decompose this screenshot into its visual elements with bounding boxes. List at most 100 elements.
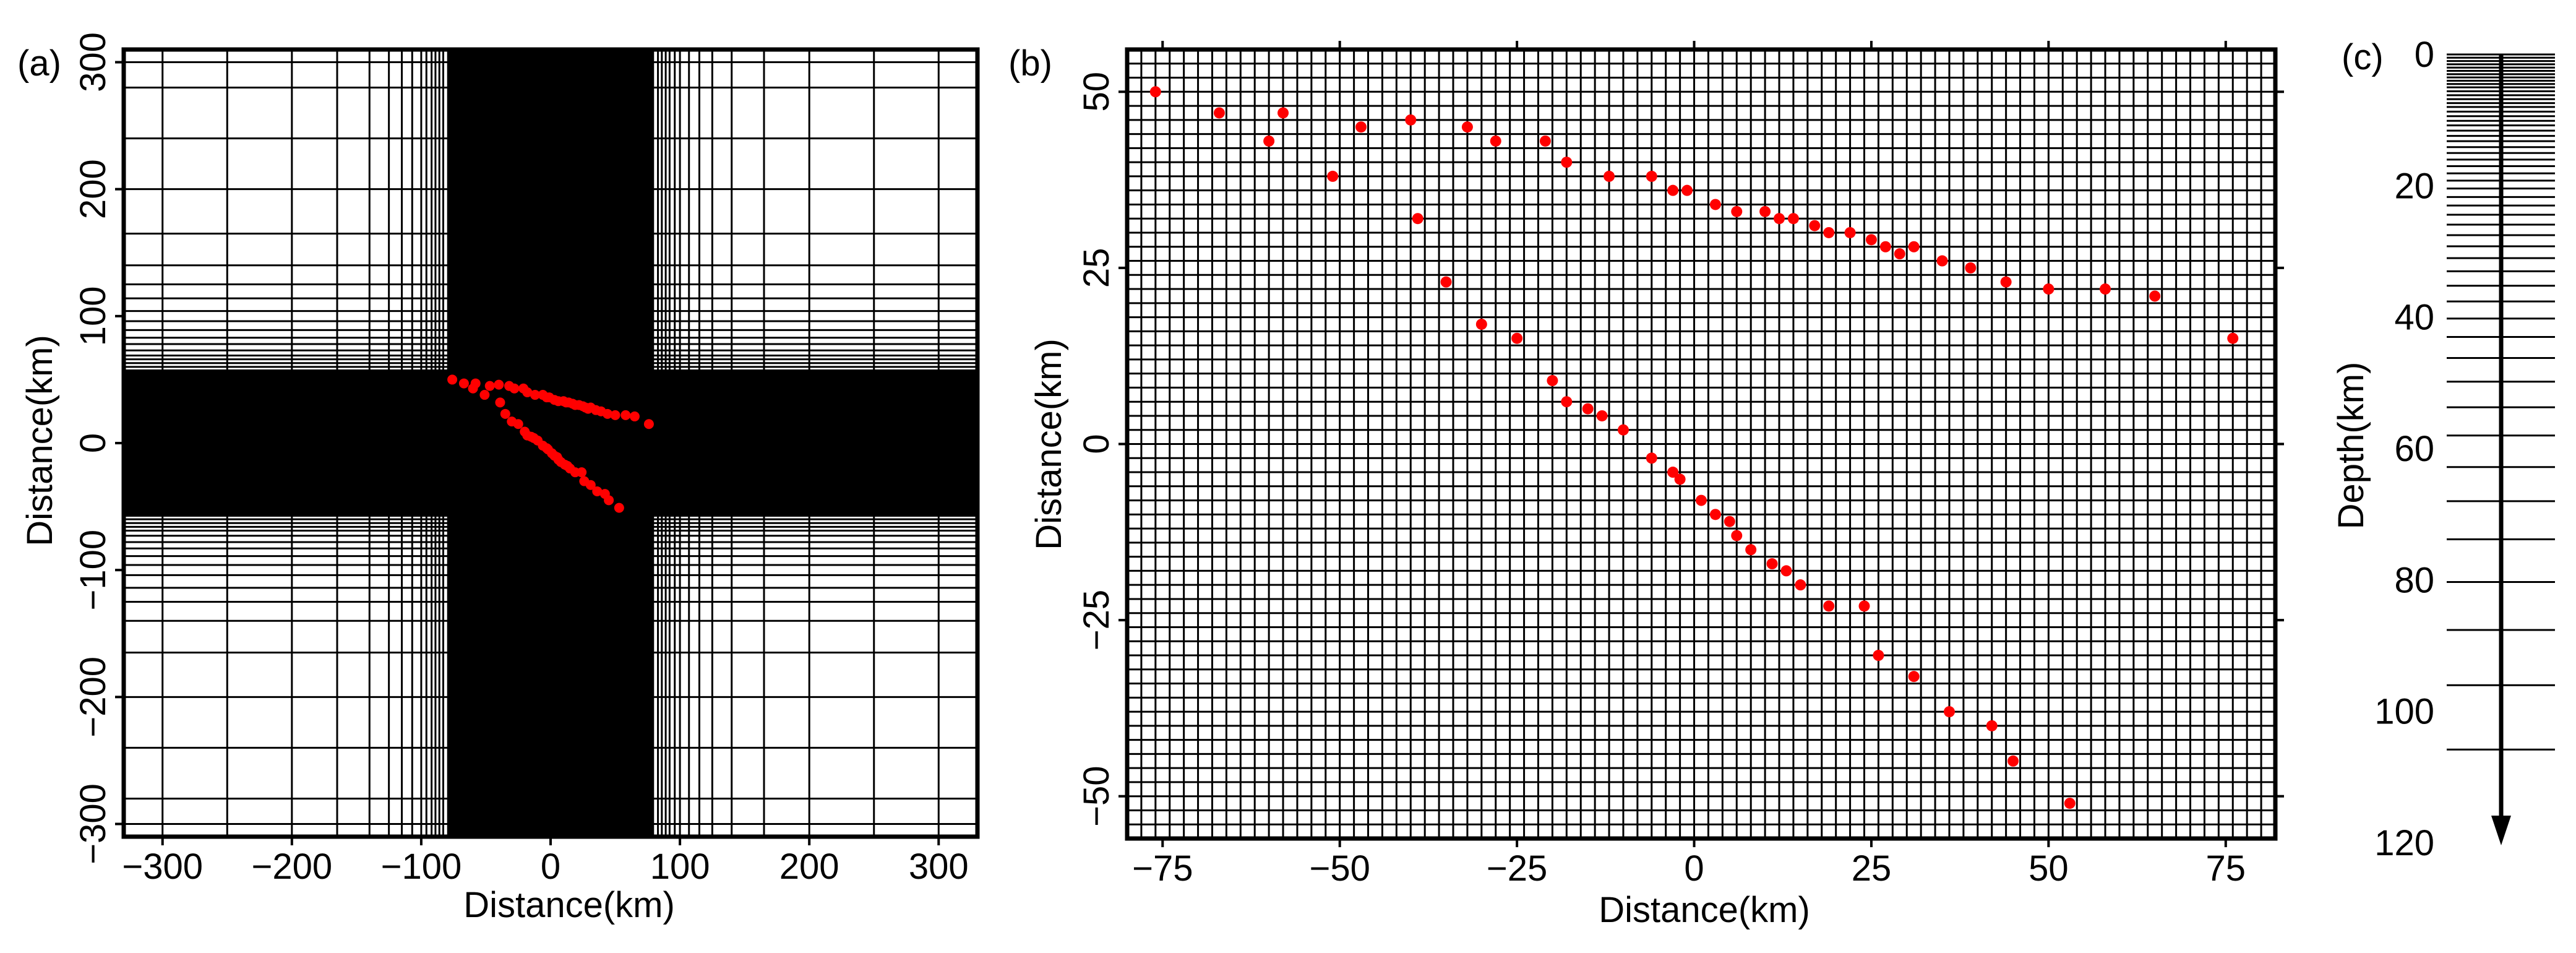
panel-b-point — [1561, 157, 1573, 168]
panel-b-point — [1731, 530, 1743, 541]
panel-a-point — [610, 410, 620, 420]
panel-a-point — [509, 383, 520, 394]
panel-b-point — [1277, 107, 1289, 119]
panel-b-point — [1475, 318, 1487, 330]
panel-b-point — [1780, 565, 1792, 577]
panel-b-point — [1908, 671, 1920, 683]
panel-b-point — [1873, 650, 1884, 662]
panel-a-y-label: Distance(km) — [20, 335, 60, 546]
panel-a: (a) −300 −200 −100 0 100 200 300 −300 −200 −100 0… — [17, 32, 980, 925]
panel-b-point — [2100, 283, 2111, 295]
panel-b-y-tick-label: 25 — [1076, 248, 1117, 288]
panel-b-point — [2064, 798, 2076, 809]
panel-b-x-tick-label: 25 — [1852, 848, 1892, 889]
panel-a-x-tick-label: −100 — [381, 847, 462, 887]
panel-a-y-axis: −300 −200 −100 0 100 200 300 — [73, 32, 124, 865]
panel-a-point — [447, 374, 458, 385]
panel-b-x-tick-label: −25 — [1487, 848, 1547, 889]
panel-b-point — [1667, 184, 1679, 196]
panel-a-point — [577, 467, 587, 478]
panel-a-x-tick-label: −300 — [122, 847, 203, 887]
panel-a-y-tick-label: −100 — [73, 530, 113, 611]
panel-c-depth-axis: 0 20 40 60 80 100 120 — [2374, 35, 2511, 863]
panel-c-label: (c) — [2342, 37, 2384, 77]
panel-b-y-tick-label: 0 — [1076, 434, 1117, 454]
panel-b-point — [1943, 706, 1955, 718]
panel-b-point — [1149, 86, 1161, 98]
panel-b-y-axis: −50 −25 0 25 50 — [1076, 72, 2284, 827]
panel-c-tick-label: 100 — [2374, 692, 2434, 732]
panel-a-grid — [122, 48, 979, 838]
panel-b-point — [1879, 241, 1891, 252]
panel-a-y-tick-label: −200 — [73, 657, 113, 738]
panel-b-point — [2000, 276, 2012, 288]
panel-a-y-tick-label: −300 — [73, 783, 113, 865]
panel-a-point — [500, 408, 510, 419]
panel-b-y-tick-label: −25 — [1076, 590, 1117, 650]
panel-b-point — [1355, 121, 1367, 133]
panel-b-point — [1774, 213, 1785, 225]
panel-b-point — [1596, 410, 1608, 421]
panel-a-point — [522, 387, 533, 397]
panel-b-point — [1327, 170, 1339, 182]
panel-b-y-tick-label: 50 — [1076, 72, 1117, 112]
panel-a-frame — [121, 47, 980, 839]
panel-a-point — [643, 419, 654, 429]
panel-a-point — [604, 495, 614, 506]
panel-b-frame — [1125, 47, 2278, 841]
panel-b-point — [1646, 452, 1657, 464]
panel-a-y-tick-label: 0 — [73, 433, 113, 453]
panel-a-point — [620, 410, 631, 420]
panel-b-point — [1766, 558, 1778, 570]
panel-c-tick-label: 120 — [2374, 823, 2434, 863]
panel-b-point — [1731, 205, 1743, 217]
panel-a-x-tick-label: 0 — [541, 847, 560, 887]
panel-b-point — [1539, 135, 1551, 147]
panel-b-point — [1696, 494, 1707, 506]
panel-b-point — [1986, 720, 1998, 731]
panel-b-point — [1440, 276, 1452, 288]
panel-c-tick-label: 80 — [2394, 560, 2434, 600]
panel-c-depth-arrow-head — [2491, 816, 2511, 845]
panel-b-point — [1936, 255, 1948, 267]
panel-b-point — [1823, 226, 1835, 238]
panel-a-y-tick-label: 300 — [73, 32, 113, 92]
panel-a-x-tick-label: 200 — [779, 847, 839, 887]
panel-a-point — [513, 419, 523, 429]
panel-b-point — [1213, 107, 1225, 119]
panel-b-x-tick-label: 75 — [2206, 848, 2246, 889]
panel-b-point — [1745, 544, 1757, 556]
panel-b-point — [1461, 121, 1473, 133]
panel-b-point — [1263, 135, 1275, 147]
panel-b-point — [1617, 424, 1629, 436]
panel-b-point — [1858, 600, 1870, 612]
panel-a-point — [479, 390, 490, 400]
panel-b-points — [1149, 86, 2239, 809]
panel-b-point — [1412, 213, 1423, 225]
panel-b-point — [1709, 199, 1721, 210]
panel-c-tick-label: 0 — [2415, 35, 2434, 75]
panel-b-point — [1547, 375, 1558, 387]
panel-b-point — [1405, 114, 1417, 126]
panel-b-x-tick-label: −50 — [1310, 848, 1370, 889]
panel-a-x-tick-label: −200 — [251, 847, 332, 887]
panel-b: (b) −75 −50 −25 0 25 50 75 −50 −25 0 25 50 Distanc… — [1008, 41, 2284, 930]
panel-b-point — [1667, 467, 1679, 478]
panel-b-point — [1894, 248, 1905, 260]
panel-a-point — [484, 381, 495, 391]
panel-b-x-axis: −75 −50 −25 0 25 50 75 — [1132, 41, 2246, 889]
panel-a-points — [447, 374, 654, 513]
panel-c: (c) 0 20 40 60 80 100 120 Depth(km) — [2331, 35, 2555, 863]
panel-b-point — [1787, 213, 1799, 225]
panel-c-tick-label: 40 — [2394, 298, 2434, 338]
panel-a-point — [458, 378, 469, 389]
panel-b-x-label: Distance(km) — [1599, 890, 1810, 930]
panel-b-grid — [1126, 48, 2277, 840]
panel-a-label: (a) — [17, 43, 61, 84]
panel-a-point — [592, 486, 603, 496]
panel-a-x-axis: −300 −200 −100 0 100 200 300 — [122, 837, 969, 887]
panel-a-point — [629, 411, 640, 421]
panel-b-point — [1674, 473, 1686, 485]
panel-b-point — [1844, 226, 1856, 238]
